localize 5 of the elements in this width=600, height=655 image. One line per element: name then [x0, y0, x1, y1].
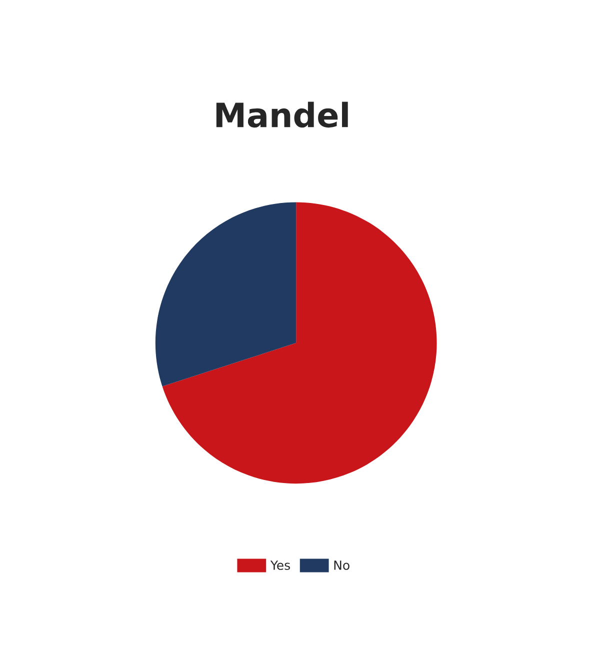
chart-title: Mandel — [216, 102, 348, 128]
legend-label: No — [334, 560, 350, 570]
legend-label: Yes — [270, 560, 290, 570]
pie-slice — [155, 202, 296, 386]
pie-slice — [162, 202, 437, 484]
